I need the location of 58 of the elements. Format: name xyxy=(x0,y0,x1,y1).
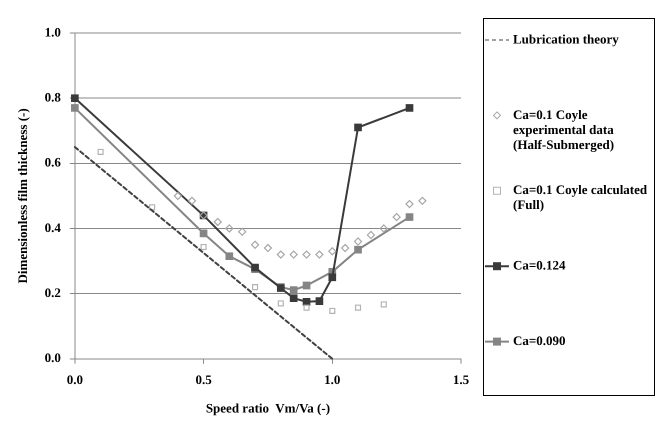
y-tick-label: 0.6 xyxy=(44,154,62,170)
point xyxy=(315,250,324,259)
x-axis-title: Speed ratio Vm/Va (-) xyxy=(206,400,330,416)
point xyxy=(225,252,234,260)
y-tick-label: 0.0 xyxy=(44,350,61,366)
point xyxy=(341,244,350,252)
point xyxy=(174,192,182,200)
point xyxy=(302,282,310,290)
point xyxy=(149,204,156,210)
point xyxy=(366,230,375,240)
point xyxy=(405,200,414,208)
legend-label: Ca=0.124 xyxy=(513,258,566,273)
point xyxy=(200,244,207,250)
point xyxy=(252,284,258,290)
point xyxy=(264,244,272,252)
point xyxy=(290,250,298,259)
point xyxy=(354,124,362,132)
y-tick-label: 0.2 xyxy=(44,285,61,300)
point xyxy=(354,246,362,254)
point xyxy=(278,300,284,306)
x-tick-label: 0.0 xyxy=(66,372,83,387)
point xyxy=(328,247,336,256)
point xyxy=(406,213,414,221)
point xyxy=(71,104,79,112)
point xyxy=(380,301,387,308)
point xyxy=(303,304,310,311)
point xyxy=(225,224,234,233)
point xyxy=(316,297,324,305)
point xyxy=(329,308,336,314)
legend-label: Ca=0.1 Coyle calculated (Full) xyxy=(513,182,648,212)
point xyxy=(200,230,208,238)
point xyxy=(276,250,285,259)
point xyxy=(214,218,222,226)
y-tick-label: 0.4 xyxy=(44,220,62,235)
point xyxy=(406,104,414,112)
x-tick-label: 1.0 xyxy=(324,372,340,387)
point xyxy=(188,196,196,205)
point xyxy=(380,224,388,233)
point xyxy=(302,298,310,306)
point xyxy=(354,304,362,311)
point xyxy=(98,148,104,155)
legend-label: Ca=0.1 Coyle experimental data (Half-Submerged) xyxy=(513,106,614,152)
point xyxy=(328,274,336,282)
point xyxy=(250,240,260,249)
x-tick-label: 1.5 xyxy=(452,372,470,387)
point xyxy=(238,228,246,236)
y-tick-label: 0.8 xyxy=(44,90,62,105)
point xyxy=(418,196,426,205)
legend-label: Ca=0.090 xyxy=(513,332,566,348)
point xyxy=(302,250,311,259)
point xyxy=(290,286,298,294)
x-tick-label: 0.5 xyxy=(195,372,212,387)
point xyxy=(354,237,362,246)
y-axis-title: Dimensionless film thickness (-) xyxy=(15,108,30,284)
point xyxy=(290,294,298,302)
legend-label: Lubrication theory xyxy=(513,31,620,46)
point xyxy=(392,212,401,222)
y-tick-label: 1.0 xyxy=(44,24,61,40)
